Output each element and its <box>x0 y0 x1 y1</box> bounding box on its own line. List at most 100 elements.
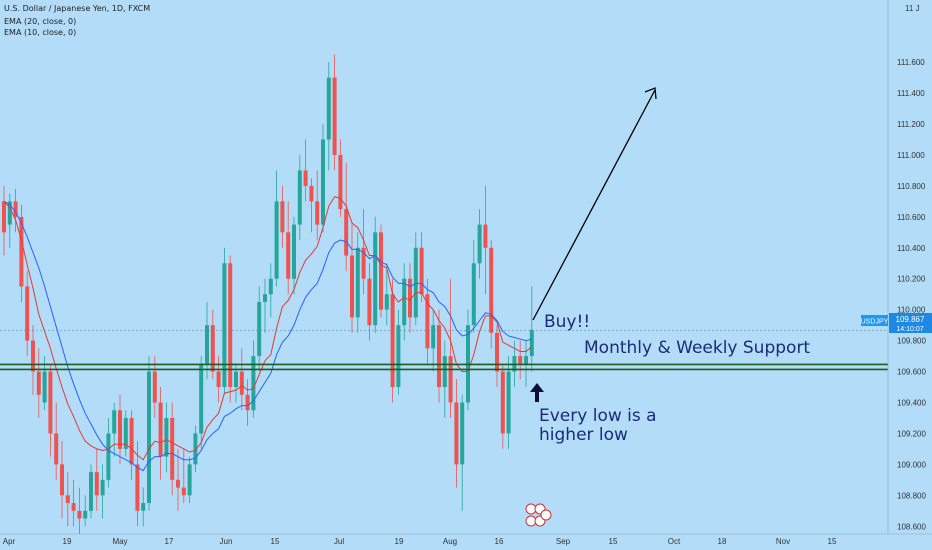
time-axis[interactable]: Apr 19 May 17 Jun 15 Jul 19 Aug 16 Sep 15 Oct 18 Nov 15 <box>3 537 837 546</box>
time-tick-label: 17 <box>165 537 174 546</box>
candle <box>413 232 418 326</box>
candle-body <box>112 410 117 434</box>
candle <box>402 263 407 341</box>
candle <box>152 356 157 418</box>
candle <box>71 479 76 527</box>
price-tick-label: 110.600 <box>897 213 926 222</box>
candle <box>89 464 93 519</box>
candle-body <box>471 263 476 326</box>
candle-body <box>280 201 285 233</box>
ema20-legend[interactable]: EMA (20, close, 0) <box>4 17 77 26</box>
buy-arrow-line <box>532 89 656 321</box>
candle <box>425 278 430 364</box>
candle <box>199 356 204 449</box>
candle <box>286 201 291 295</box>
price-tick-label: 110.400 <box>897 244 926 253</box>
candle <box>529 286 534 372</box>
candle <box>210 309 215 380</box>
candle-body <box>413 247 418 318</box>
candle-body <box>373 232 378 326</box>
candle <box>48 363 53 457</box>
candle <box>303 139 308 202</box>
candle <box>234 363 238 403</box>
price-tick-label: 111.200 <box>897 120 925 129</box>
candle <box>268 263 273 318</box>
candle <box>361 209 366 295</box>
candle-body <box>529 329 534 357</box>
candle-body <box>402 278 407 326</box>
candle <box>31 325 35 395</box>
candle-body <box>234 371 238 388</box>
candle <box>164 402 169 473</box>
note-line-2: higher low <box>539 425 628 445</box>
candle <box>280 185 285 248</box>
price-tick-label: 109.400 <box>897 399 926 408</box>
candle <box>118 394 122 465</box>
candle-body <box>176 479 180 488</box>
candle-body <box>123 417 128 449</box>
candle-body <box>42 371 47 403</box>
candle <box>292 216 296 295</box>
candle <box>239 348 244 411</box>
candle <box>442 340 447 418</box>
candle-body <box>344 209 349 256</box>
buy-annotation: Buy!! <box>544 312 591 332</box>
candle <box>158 387 163 480</box>
candle-body <box>7 201 12 225</box>
candle-body <box>437 325 441 388</box>
candle <box>251 340 256 418</box>
candle-body <box>292 224 296 279</box>
time-tick-label: Nov <box>776 537 790 546</box>
candle-body <box>268 278 273 295</box>
candle-body <box>210 325 215 372</box>
candle-body <box>199 363 204 434</box>
candle <box>338 139 343 217</box>
candle-body <box>25 286 30 341</box>
candle-body <box>222 263 227 388</box>
support-annotation: Monthly & Weekly Support <box>584 338 811 358</box>
price-tick-label: 111.600 <box>897 58 925 67</box>
candle-body <box>36 371 41 395</box>
candle-body <box>500 371 505 434</box>
candle-body <box>332 77 337 155</box>
candle-body <box>216 371 221 388</box>
events-icon[interactable] <box>525 503 552 527</box>
candle-body <box>65 495 70 504</box>
price-tag-countdown: 14:10:07 <box>896 326 923 333</box>
candle <box>7 193 12 248</box>
candle <box>466 309 470 411</box>
candle-body <box>338 154 343 210</box>
candle <box>94 448 99 511</box>
candle <box>396 309 401 395</box>
candle-body <box>94 472 99 496</box>
price-tick-label: 111.000 <box>897 151 925 160</box>
ema20-line <box>3 200 532 472</box>
ema10-legend[interactable]: EMA (10, close, 0) <box>4 28 77 37</box>
candle <box>176 448 180 511</box>
candle-body <box>100 479 105 496</box>
candle-body <box>257 301 262 357</box>
candle <box>60 441 64 519</box>
ema10-line <box>3 196 533 461</box>
candle <box>448 278 453 418</box>
candle-body <box>384 294 389 310</box>
time-tick-label: 15 <box>271 537 280 546</box>
candle <box>2 185 6 256</box>
candle-body <box>187 464 192 496</box>
candle <box>477 209 482 279</box>
candle-body <box>239 371 244 395</box>
candle-body <box>321 139 325 225</box>
candle <box>344 162 349 271</box>
time-tick-label: 15 <box>828 537 837 546</box>
candle <box>355 232 360 333</box>
symbol-title[interactable]: U.S. Dollar / Japanese Yen, 1D, FXCM <box>4 4 151 13</box>
candle-body <box>431 325 436 349</box>
candle-body <box>129 417 134 465</box>
candle-body <box>13 201 18 217</box>
candle <box>332 54 337 171</box>
time-tick-label: Jul <box>334 537 344 546</box>
price-tick-label: 108.800 <box>897 491 926 500</box>
price-axis[interactable]: 111.600 111.400 111.200 111.000 110.800 110.6… <box>897 58 926 531</box>
time-tick-label: Oct <box>668 537 681 546</box>
